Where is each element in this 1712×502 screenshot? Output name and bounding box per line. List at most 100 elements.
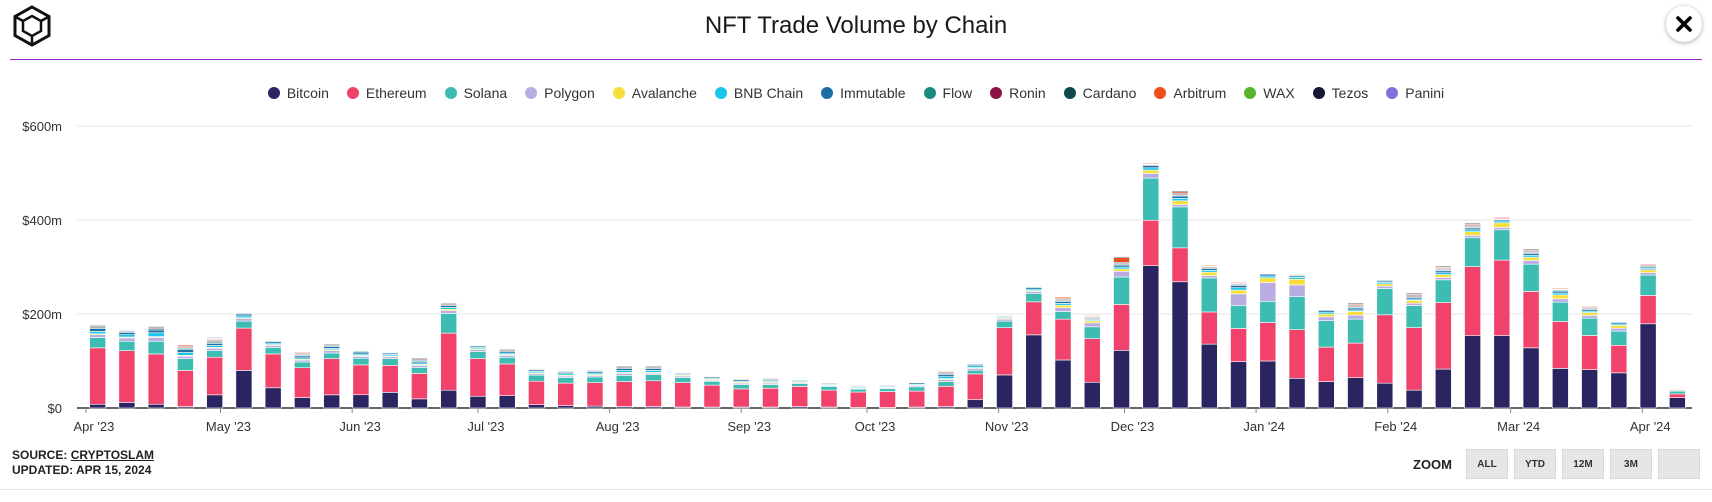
bar-segment-bitcoin xyxy=(1025,334,1043,409)
bar-segment-tezos xyxy=(498,347,516,349)
bar-segment-bitcoin xyxy=(1639,323,1657,409)
bar-segment-solana xyxy=(1083,326,1101,340)
bar-segment-polygon xyxy=(235,318,253,322)
bar-segment-tezos xyxy=(645,364,662,366)
bar-segment-solana xyxy=(118,340,136,351)
legend-item-tezos[interactable]: Tezos xyxy=(1312,85,1368,101)
legend-item-wax[interactable]: WAX xyxy=(1244,85,1295,101)
legend-label: Avalanche xyxy=(631,85,697,101)
bar-segment-polygon xyxy=(1200,275,1218,279)
bar-segment-tezos xyxy=(1200,264,1218,266)
legend-item-panini[interactable]: Panini xyxy=(1386,85,1444,101)
bar-segment-polygon xyxy=(177,356,194,359)
legend-item-solana[interactable]: Solana xyxy=(444,85,507,101)
zoom-3m-button[interactable]: 3M xyxy=(1610,449,1652,479)
bar-segment-polygon xyxy=(1552,298,1569,303)
bar-segment-tezos xyxy=(147,324,165,327)
bar-segment-ethereum xyxy=(615,381,633,407)
bar-segment-solana xyxy=(147,340,165,355)
bar-segment-cardano xyxy=(820,381,838,383)
bar-segment-solana xyxy=(879,388,896,392)
legend-item-ethereum[interactable]: Ethereum xyxy=(346,85,427,101)
bar-segment-arbitrum xyxy=(557,369,575,371)
bar-segment-tezos xyxy=(1434,265,1452,268)
bar-segment-solana xyxy=(645,374,662,382)
bar-segment-bitcoin xyxy=(1610,372,1628,409)
stacked-bar-chart: $0 $200m $400m $600m Apr '23 May '23 Jun '23 Ju… xyxy=(22,119,1692,434)
bar-segment-bitcoin xyxy=(1113,350,1130,409)
bar-segment-ethereum xyxy=(294,367,311,398)
legend-item-avalanche[interactable]: Avalanche xyxy=(612,85,697,101)
bar-segment-arbitrum xyxy=(674,371,692,373)
bar-segment-tezos xyxy=(1025,284,1043,286)
bar-segment-avalanche xyxy=(1200,271,1218,276)
bar-segment-solana xyxy=(411,367,428,374)
bar-segment-ethereum xyxy=(323,358,341,396)
bar-segment-solana xyxy=(206,350,223,358)
bar-segment-ethereum xyxy=(645,380,662,407)
bar-segment-bnb-chain xyxy=(89,331,106,335)
bar-segment-ethereum xyxy=(1113,304,1130,351)
bar-segment-avalanche xyxy=(1376,283,1394,287)
bar-segment-bitcoin xyxy=(1405,389,1423,409)
legend-item-ronin[interactable]: Ronin xyxy=(990,85,1046,101)
bar-segment-polygon xyxy=(1054,307,1072,312)
legend-item-cardano[interactable]: Cardano xyxy=(1063,85,1136,101)
bar-segment-ethereum xyxy=(1171,247,1189,283)
legend-item-bitcoin[interactable]: Bitcoin xyxy=(267,85,329,101)
bar-segment-avalanche xyxy=(1347,311,1364,316)
legend-swatch xyxy=(1312,87,1325,99)
footer-divider xyxy=(0,489,1712,490)
x-tick-label: Oct '23 xyxy=(855,419,896,434)
bar-segment-bitcoin xyxy=(1259,360,1277,409)
bar-segment-avalanche xyxy=(1464,231,1481,236)
bar-segment-ethereum xyxy=(89,347,106,405)
legend-item-bnb-chain[interactable]: BNB Chain xyxy=(714,85,803,101)
bar-segment-avalanche xyxy=(1230,289,1247,295)
bar-segment-tezos xyxy=(118,328,136,330)
bar-segment-tezos xyxy=(1230,280,1247,283)
legend-item-arbitrum[interactable]: Arbitrum xyxy=(1154,85,1226,101)
bar-segment-ethereum xyxy=(1493,259,1511,336)
chart-legend: Bitcoin Ethereum Solana Polygon Avalanche BNB… xyxy=(0,85,1712,101)
y-tick-label: $0 xyxy=(48,401,62,416)
bar-segment-ethereum xyxy=(1288,329,1306,379)
legend-label: Flow xyxy=(942,85,973,101)
legend-item-immutable[interactable]: Immutable xyxy=(821,85,906,101)
bar-segment-solana xyxy=(264,347,282,355)
x-tick-label: Jan '24 xyxy=(1243,419,1285,434)
bar-segment-polygon xyxy=(147,337,165,342)
zoom-12m-button[interactable]: 12M xyxy=(1562,449,1604,479)
zoom-custom-button[interactable] xyxy=(1658,449,1700,479)
bar-segment-bitcoin xyxy=(294,397,311,409)
bar-segment-bitcoin xyxy=(1434,368,1452,409)
zoom-all-button[interactable]: ALL xyxy=(1466,449,1508,479)
zoom-ytd-button[interactable]: YTD xyxy=(1514,449,1556,479)
bar-segment-solana xyxy=(557,377,575,384)
bar-segment-bitcoin xyxy=(381,392,399,409)
y-tick-label: $600m xyxy=(22,119,62,134)
bar-segment-solana xyxy=(1288,296,1306,331)
bar-segment-solana xyxy=(1142,177,1160,221)
y-tick-label: $200m xyxy=(22,307,62,322)
bar-segment-avalanche xyxy=(1522,256,1540,261)
legend-item-flow[interactable]: Flow xyxy=(923,85,973,101)
bar-segment-ethereum xyxy=(1405,327,1423,391)
bar-segment-solana xyxy=(966,369,984,375)
bar-segment-ethereum xyxy=(732,388,750,408)
x-tick-label: May '23 xyxy=(206,419,251,434)
bar-segment-solana xyxy=(1522,263,1540,292)
bar-segment-bitcoin xyxy=(264,387,282,409)
legend-item-polygon[interactable]: Polygon xyxy=(525,85,595,101)
bar-segment-bitcoin xyxy=(411,398,428,409)
source-link[interactable]: CRYPTOSLAM xyxy=(70,448,155,462)
x-tick-label: Apr '24 xyxy=(1630,419,1671,434)
bar-segment-ethereum xyxy=(820,389,838,408)
bar-segment-arbitrum xyxy=(440,301,458,304)
bar-segment-polygon xyxy=(1288,284,1306,297)
bar-segment-bitcoin xyxy=(1054,359,1072,409)
close-button[interactable] xyxy=(1666,6,1702,42)
bar-segment-avalanche xyxy=(1317,313,1335,318)
page-title: NFT Trade Volume by Chain xyxy=(704,12,1008,39)
bar-segment-bitcoin xyxy=(1171,281,1189,409)
